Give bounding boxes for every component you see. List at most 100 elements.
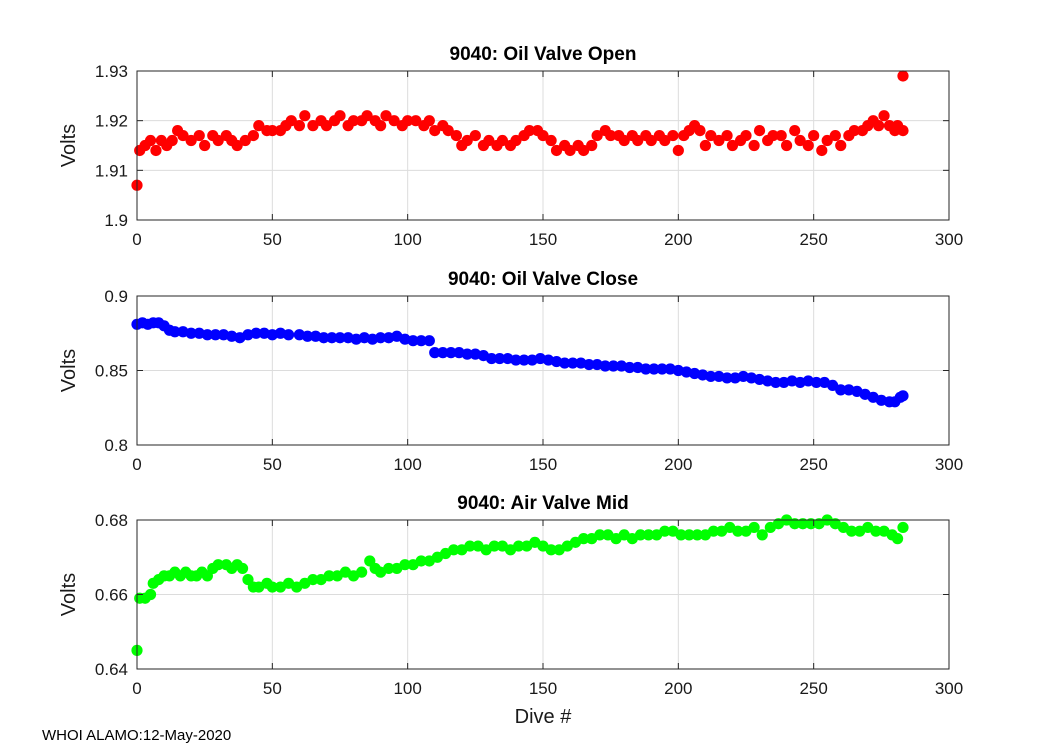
data-point [699,139,712,152]
data-point [347,115,360,127]
data-point [429,347,441,359]
x-tick-label: 150 [529,679,557,698]
data-point [605,129,617,142]
data-point [897,521,909,534]
data-point [835,139,847,152]
data-point [402,115,414,127]
data-point [193,129,205,142]
data-point [461,348,473,360]
data-point [564,144,576,157]
data-point [185,327,197,339]
data-point [870,525,882,537]
data-point [816,144,828,157]
data-point [740,129,752,142]
x-tick-label: 50 [263,679,282,698]
data-point [380,110,392,122]
data-point [483,134,495,147]
data-point [307,120,319,132]
chart-title: 9040: Air Valve Mid [457,493,628,514]
data-point [640,363,652,375]
data-point [323,570,335,582]
data-point [247,129,259,142]
data-point [209,329,222,341]
data-point [550,144,563,157]
data-point [672,144,684,157]
data-point [607,360,619,372]
y-tick-label: 1.92 [95,112,128,131]
data-series [131,317,909,408]
data-point [285,115,297,127]
data-point [594,529,606,541]
data-point [388,115,400,127]
data-point [469,129,481,142]
x-tick-label: 150 [529,455,557,474]
data-point [559,357,571,369]
data-point [144,134,157,147]
data-point [496,134,508,147]
data-point [781,139,793,152]
x-tick-label: 250 [799,679,827,698]
x-tick-label: 150 [529,230,557,249]
data-point [802,139,814,152]
data-series [131,70,909,191]
data-point [407,335,419,347]
data-point [523,125,536,137]
data-point [150,144,162,157]
data-point [450,129,462,142]
x-tick-label: 300 [935,679,963,698]
data-point [767,129,779,142]
data-point [599,360,611,372]
data-point [775,129,787,142]
y-axis-label: Volts [58,124,80,167]
y-tick-label: 0.66 [95,586,128,605]
data-point [586,139,598,152]
data-point [375,120,387,132]
data-point [897,125,909,137]
data-point [675,529,687,541]
data-point [797,518,809,530]
data-point [618,134,630,147]
data-point [770,376,782,389]
data-point [169,326,181,338]
y-tick-label: 1.91 [95,161,128,180]
y-tick-label: 1.93 [95,62,128,81]
x-axis-label: Dive # [515,706,573,728]
data-point [897,70,909,82]
data-point [177,129,189,142]
x-tick-label: 0 [132,230,141,249]
x-tick-label: 0 [132,455,141,474]
data-point [821,134,833,147]
data-point [726,139,739,152]
data-point [423,335,435,347]
y-tick-label: 1.9 [104,211,128,230]
data-point [201,329,213,341]
data-point [301,330,314,342]
data-point [794,134,806,147]
y-tick-label: 0.9 [104,287,128,306]
data-point [591,129,603,142]
data-point [266,125,278,137]
data-point [445,347,457,359]
data-point [199,139,211,152]
x-tick-label: 100 [393,230,421,249]
y-tick-label: 0.85 [95,362,128,381]
data-point [624,361,636,374]
data-point [361,110,373,122]
y-tick-label: 0.8 [104,436,128,455]
data-point [375,332,387,344]
data-point [494,352,506,365]
data-point [545,134,557,147]
x-tick-label: 50 [263,455,282,474]
data-point [415,555,427,567]
data-point [442,125,454,137]
data-point [231,139,243,152]
x-tick-label: 250 [799,230,827,249]
x-tick-label: 300 [935,230,963,249]
data-point [537,129,549,142]
data-point [753,125,766,137]
data-point [318,332,330,344]
data-point [632,134,644,147]
data-point [691,529,703,541]
data-point [488,540,500,552]
